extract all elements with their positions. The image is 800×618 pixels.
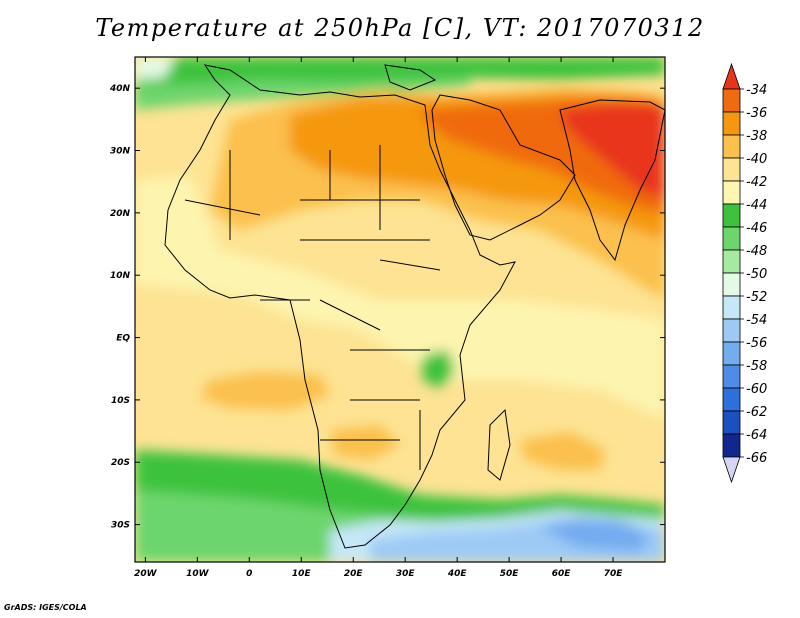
lat-label: 40N bbox=[109, 84, 131, 94]
lon-label: 20W bbox=[134, 569, 158, 579]
colorbar-label: -42 bbox=[746, 175, 767, 190]
credit-label: GrADS: IGES/COLA bbox=[4, 603, 87, 612]
colorbar-label: -64 bbox=[746, 428, 767, 443]
lon-label: 50E bbox=[500, 569, 520, 579]
colorbar-swatch bbox=[722, 249, 741, 274]
colorbar-swatch bbox=[722, 387, 741, 412]
colorbar-label: -44 bbox=[746, 198, 767, 213]
lat-label: EQ bbox=[116, 334, 130, 344]
colorbar-swatch bbox=[722, 203, 741, 228]
lon-label: 10E bbox=[292, 569, 312, 579]
lon-label: 30E bbox=[396, 569, 416, 579]
lat-label: 20N bbox=[110, 209, 131, 219]
latitude-axis: 40N 30N 20N 10N EQ 10S 20S 30S bbox=[109, 84, 665, 531]
colorbar-swatch bbox=[722, 318, 741, 343]
colorbar-label: -56 bbox=[746, 336, 767, 351]
coastlines bbox=[164, 64, 665, 549]
colorbar-label: -48 bbox=[746, 244, 767, 259]
lat-label: 10S bbox=[111, 396, 130, 406]
lon-label: 0 bbox=[246, 569, 252, 579]
lat-label: 30N bbox=[110, 147, 131, 157]
colorbar-label: -36 bbox=[746, 106, 767, 121]
colorbar-swatch bbox=[722, 364, 741, 389]
colorbar-label: -58 bbox=[746, 359, 767, 374]
colorbar-label: -34 bbox=[746, 83, 767, 98]
colorbar-label: -54 bbox=[746, 313, 767, 328]
lat-label: 30S bbox=[111, 521, 130, 531]
lat-label: 10N bbox=[110, 271, 131, 281]
lon-label: 20E bbox=[344, 569, 364, 579]
colorbar-swatch bbox=[722, 157, 741, 182]
colorbar-swatch bbox=[722, 88, 741, 113]
colorbar-swatch bbox=[722, 433, 741, 458]
map-title: Temperature at 250hPa [C], VT: 201707031… bbox=[95, 14, 705, 42]
colorbar-swatch bbox=[722, 295, 741, 320]
longitude-axis: 20W 10W 0 10E 20E 30E 40E 50E 60E 70E bbox=[134, 57, 623, 579]
lon-label: 70E bbox=[604, 569, 624, 579]
colorbar-label: -46 bbox=[746, 221, 767, 236]
colorbar-top-arrow bbox=[722, 62, 741, 90]
plot-frame bbox=[134, 56, 666, 563]
colorbar-label: -60 bbox=[746, 382, 767, 397]
colorbar-label: -66 bbox=[746, 451, 767, 466]
lon-label: 60E bbox=[552, 569, 572, 579]
lon-label: 40E bbox=[447, 569, 468, 579]
lon-label: 10W bbox=[186, 569, 210, 579]
colorbar-swatch bbox=[722, 410, 741, 435]
colorbar-label: -52 bbox=[746, 290, 767, 305]
colorbar-swatch bbox=[722, 134, 741, 159]
colorbar-label: -62 bbox=[746, 405, 767, 420]
colorbar-swatch bbox=[722, 111, 741, 136]
lat-label: 20S bbox=[111, 458, 130, 468]
colorbar-label: -38 bbox=[746, 129, 767, 144]
colorbar-swatch bbox=[722, 341, 741, 366]
temperature-field bbox=[135, 57, 665, 562]
colorbar-label: -40 bbox=[746, 152, 767, 167]
colorbar-swatch bbox=[722, 226, 741, 251]
colorbar-label: -50 bbox=[746, 267, 767, 282]
colorbar-bottom-arrow bbox=[722, 456, 741, 484]
colorbar: -34 -36 -38 -40 -42 -44 -46 -48 -50 -52 -54 -56 -58 -… bbox=[722, 62, 767, 484]
colorbar-swatch bbox=[722, 272, 741, 297]
colorbar-swatch bbox=[722, 180, 741, 205]
